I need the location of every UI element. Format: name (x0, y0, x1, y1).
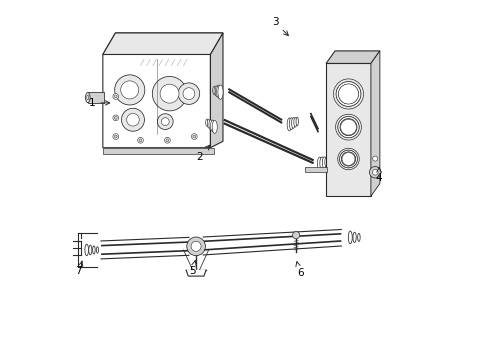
Circle shape (165, 139, 168, 142)
Ellipse shape (86, 95, 89, 100)
Bar (88, 93, 104, 103)
Text: 3: 3 (271, 17, 288, 36)
Polygon shape (325, 51, 379, 63)
Ellipse shape (96, 247, 98, 253)
Circle shape (183, 88, 194, 100)
Circle shape (114, 116, 117, 119)
Circle shape (340, 119, 356, 135)
Ellipse shape (89, 245, 92, 255)
Ellipse shape (85, 244, 88, 256)
Ellipse shape (326, 157, 329, 166)
Ellipse shape (317, 157, 322, 171)
Ellipse shape (216, 85, 221, 98)
Circle shape (369, 167, 380, 178)
Circle shape (126, 113, 139, 126)
Ellipse shape (319, 157, 324, 170)
Circle shape (113, 134, 119, 139)
Polygon shape (102, 33, 223, 148)
Ellipse shape (289, 118, 293, 130)
Circle shape (157, 114, 173, 130)
Ellipse shape (207, 120, 210, 128)
Circle shape (178, 83, 199, 104)
Text: 4: 4 (375, 167, 382, 183)
Bar (325, 63, 370, 196)
Circle shape (114, 95, 117, 98)
Ellipse shape (347, 231, 351, 244)
Circle shape (191, 134, 197, 139)
Ellipse shape (218, 85, 223, 99)
Circle shape (371, 170, 377, 175)
Ellipse shape (85, 93, 90, 103)
Text: 7: 7 (75, 261, 82, 276)
Circle shape (152, 76, 186, 111)
Ellipse shape (322, 157, 325, 168)
Circle shape (192, 135, 195, 138)
Circle shape (121, 81, 139, 99)
Text: 6: 6 (295, 262, 303, 278)
Polygon shape (185, 270, 206, 276)
Ellipse shape (208, 120, 212, 130)
Polygon shape (102, 33, 223, 54)
Bar (102, 148, 214, 154)
Circle shape (164, 138, 170, 143)
Ellipse shape (286, 118, 291, 131)
Circle shape (137, 138, 143, 143)
Ellipse shape (215, 86, 219, 97)
Ellipse shape (210, 120, 215, 132)
Polygon shape (210, 33, 223, 148)
Circle shape (292, 231, 299, 239)
Ellipse shape (293, 117, 296, 127)
Ellipse shape (295, 117, 298, 126)
Circle shape (113, 94, 119, 99)
Circle shape (114, 135, 117, 138)
Circle shape (191, 241, 201, 251)
Ellipse shape (291, 118, 294, 129)
Circle shape (161, 118, 169, 126)
Ellipse shape (205, 119, 207, 126)
Circle shape (113, 115, 119, 121)
Ellipse shape (92, 246, 95, 254)
Ellipse shape (352, 232, 355, 243)
Ellipse shape (324, 157, 327, 167)
Circle shape (341, 153, 354, 166)
Ellipse shape (357, 233, 360, 242)
Circle shape (372, 156, 377, 161)
Circle shape (160, 84, 179, 103)
Ellipse shape (212, 121, 217, 134)
Text: 1: 1 (89, 98, 109, 108)
Text: 5: 5 (189, 261, 196, 276)
Ellipse shape (212, 86, 215, 94)
Circle shape (338, 84, 358, 104)
Circle shape (121, 108, 144, 131)
Polygon shape (370, 51, 379, 196)
Circle shape (186, 237, 205, 256)
Circle shape (115, 75, 144, 105)
Ellipse shape (214, 86, 217, 95)
Text: 2: 2 (196, 145, 209, 162)
Circle shape (139, 139, 142, 142)
Bar (304, 167, 326, 172)
